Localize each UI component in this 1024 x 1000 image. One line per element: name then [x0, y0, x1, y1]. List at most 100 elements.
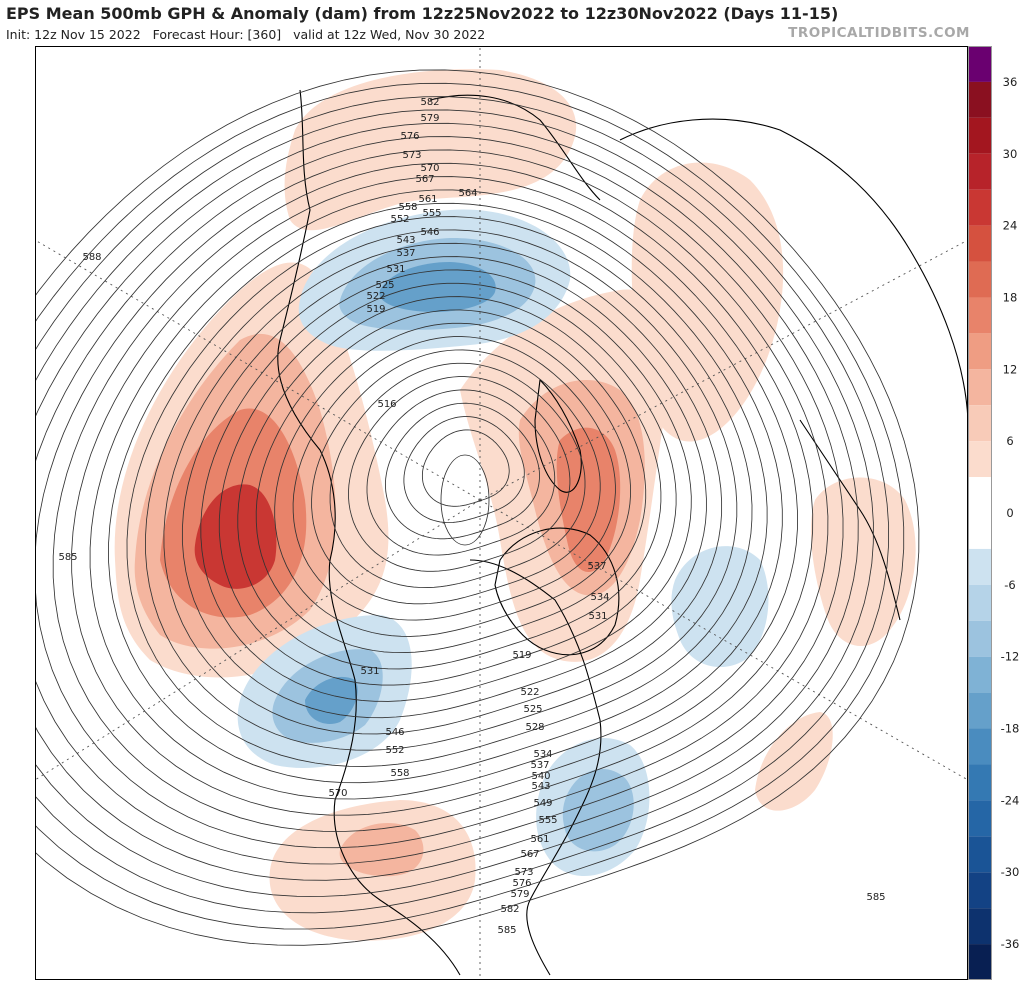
contour-label: 570 — [328, 788, 347, 799]
height-contour — [255, 309, 647, 654]
contour-label: 537 — [587, 561, 606, 572]
anomaly-ridge-arctic-strong — [556, 427, 621, 572]
contour-label: 522 — [520, 687, 539, 698]
contour-label: 522 — [366, 291, 385, 302]
colorbar-band — [968, 872, 992, 909]
contour-label: 576 — [400, 131, 419, 142]
contour-label: 561 — [530, 834, 549, 845]
height-contour — [366, 389, 556, 556]
coast-north-america-west — [277, 89, 461, 976]
contour-label: 537 — [396, 248, 415, 259]
anomaly-ridge-siberia — [631, 162, 784, 442]
height-contour — [181, 256, 707, 719]
forecast-hour: Forecast Hour: [360] — [152, 27, 282, 42]
colorbar-band — [968, 836, 992, 873]
contour-labels: 5825795765735705675645615585555525465435… — [58, 97, 885, 936]
anomaly-trough-west-strong — [305, 676, 358, 724]
colorbar-band — [968, 620, 992, 657]
colorbar-tick-label: 36 — [1003, 75, 1018, 89]
contour-label: 576 — [512, 878, 531, 889]
contour-label: 573 — [514, 867, 533, 878]
height-contour — [89, 189, 783, 800]
contour-label: 525 — [375, 280, 394, 291]
colorbar-tick-label: -6 — [1004, 578, 1015, 592]
coast-asia-pacific — [429, 94, 601, 201]
colorbar-tick-label: -24 — [1001, 793, 1020, 807]
contour-label: 555 — [538, 815, 557, 826]
colorbar-tick-label: 12 — [1003, 362, 1018, 376]
colorbar-tick-label: 18 — [1003, 290, 1018, 304]
contour-label: 567 — [520, 849, 539, 860]
init-time: Init: 12z Nov 15 2022 — [6, 27, 141, 42]
contour-label: 546 — [385, 727, 404, 738]
colorbar-band — [968, 800, 992, 837]
height-contour — [35, 96, 890, 914]
contour-label: 531 — [360, 666, 379, 677]
contour-label: 540 — [531, 771, 550, 782]
colorbar-band — [968, 369, 992, 406]
colorbar-tick-label: -18 — [1001, 722, 1020, 736]
contour-label: 579 — [420, 113, 439, 124]
meridian-line — [35, 239, 481, 501]
height-contour — [311, 349, 601, 605]
contour-label: 585 — [497, 925, 516, 936]
colorbar: 36 30 24 18 12 6 0 -6 -12 -18 -24 -30 -36 — [968, 46, 1020, 980]
colorbar-band — [968, 584, 992, 621]
anomaly-shading — [114, 69, 916, 941]
hemisphere-map: 5825795765735705675645615585555525465435… — [35, 46, 968, 980]
coast-north-america-east — [469, 559, 602, 976]
colorbar-band — [968, 117, 992, 154]
colorbar-tick-label: 24 — [1003, 219, 1018, 233]
anomaly-trough-atlantic — [671, 546, 769, 668]
colorbar-border — [968, 46, 992, 980]
colorbar-band — [968, 656, 992, 693]
contour-label: 543 — [531, 781, 550, 792]
height-contour — [145, 229, 738, 751]
colorbar-band — [968, 261, 992, 298]
height-contour — [348, 376, 571, 572]
height-contour — [35, 82, 905, 930]
colorbar-band — [968, 692, 992, 729]
map-title: EPS Mean 500mb GPH & Anomaly (dam) from … — [6, 4, 839, 23]
anomaly-ridge-europe — [810, 477, 916, 647]
contour-label: 558 — [398, 202, 417, 213]
contour-label: 585 — [866, 892, 885, 903]
height-contours — [35, 69, 920, 946]
contour-label: 552 — [390, 214, 409, 225]
colorbar-tick-label: -36 — [1001, 937, 1020, 951]
valid-time: valid at 12z Wed, Nov 30 2022 — [293, 27, 486, 42]
contour-label: 531 — [386, 264, 405, 275]
contour-label: 546 — [420, 227, 439, 238]
contour-label: 558 — [390, 768, 409, 779]
height-contour — [403, 416, 525, 523]
height-contour — [35, 122, 859, 881]
colorbar-band — [968, 944, 992, 980]
height-contour — [421, 429, 510, 507]
coast-arctic-islands — [534, 378, 582, 493]
meridian-line — [479, 499, 968, 781]
coast-eurasia — [619, 118, 968, 421]
height-contour — [52, 162, 814, 832]
height-contour — [35, 149, 829, 849]
contour-label: 582 — [500, 904, 519, 915]
meridian-line — [35, 499, 481, 781]
colorbar-band — [968, 441, 992, 478]
colorbar-band — [968, 908, 992, 945]
height-contour — [329, 362, 586, 589]
height-contour — [35, 69, 920, 946]
contour-label: 543 — [396, 235, 415, 246]
contour-label: 519 — [366, 304, 385, 315]
colorbar-band — [968, 333, 992, 370]
colorbar-band — [968, 728, 992, 765]
height-contour — [126, 216, 753, 767]
colorbar-tick-label: -12 — [1001, 650, 1020, 664]
coast-europe — [799, 419, 901, 621]
colorbar-band — [968, 477, 992, 549]
anomaly-ridge-southwest-mid — [339, 822, 424, 877]
height-contour — [218, 282, 677, 686]
map-border — [35, 46, 968, 980]
contour-label: 582 — [420, 97, 439, 108]
coastlines — [277, 89, 968, 976]
colorbar-band — [968, 225, 992, 262]
colorbar-tick-label: 6 — [1006, 434, 1013, 448]
